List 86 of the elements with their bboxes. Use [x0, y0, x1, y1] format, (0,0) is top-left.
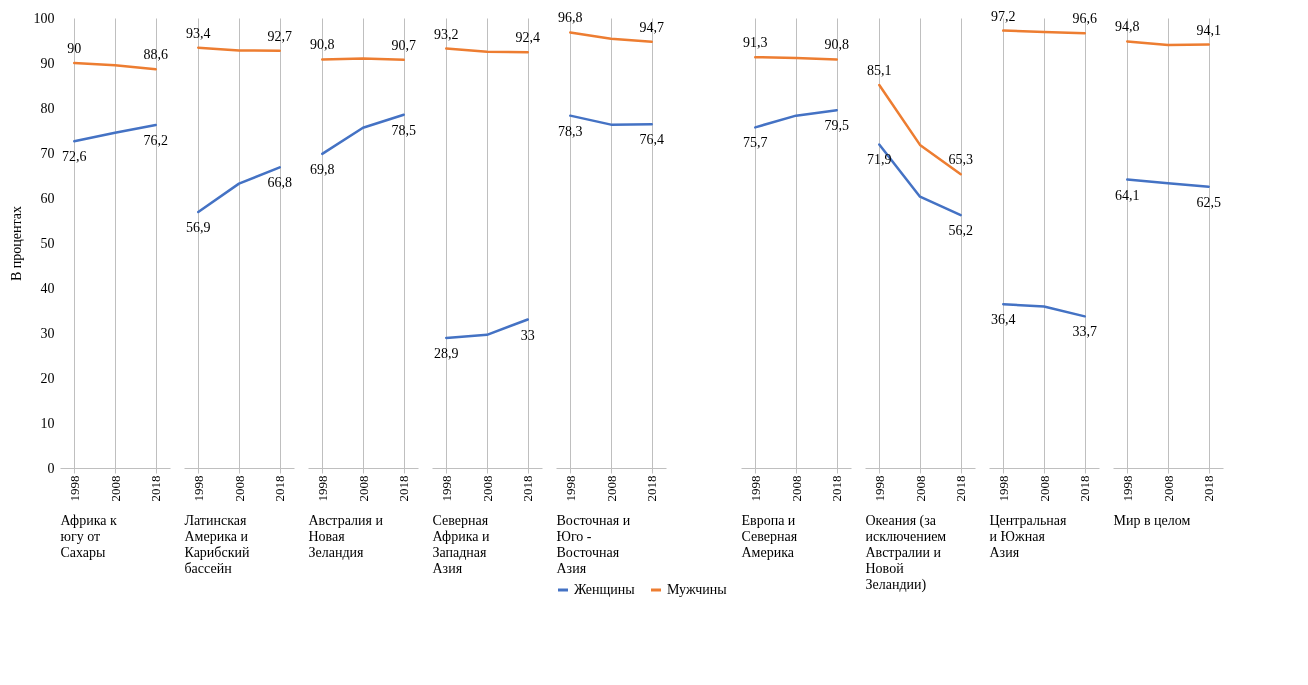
legend-label: Мужчины	[667, 582, 728, 597]
data-label: 92,7	[267, 28, 292, 44]
y-tick-label: 10	[40, 415, 55, 431]
x-tick-label: 1998	[562, 475, 578, 502]
x-axis-title: Океания (за исключением Австралии и Новой Зеландии)	[865, 512, 947, 593]
x-tick-label: 2018	[1201, 475, 1217, 502]
x-axis-title: Латинская Америка и Карибский бассейн	[184, 512, 250, 576]
y-tick-label: 80	[40, 100, 55, 116]
x-axis-title: Центральная и Южная Азия	[989, 512, 1068, 560]
data-label: 36,4	[991, 312, 1016, 328]
data-label: 78,3	[558, 123, 583, 139]
data-label: 94,1	[1196, 22, 1221, 38]
x-tick-label: 1998	[1119, 475, 1135, 502]
x-tick-label: 2008	[1160, 475, 1176, 502]
data-label: 90,8	[824, 37, 849, 53]
data-label: 78,5	[391, 122, 416, 138]
x-tick-label: 2018	[953, 475, 969, 502]
data-label: 90	[67, 41, 82, 56]
x-tick-label: 2018	[520, 475, 536, 502]
x-tick-label: 2008	[479, 475, 495, 502]
legend-label: Женщины	[574, 582, 636, 597]
x-tick-label: 1998	[871, 475, 887, 502]
data-label: 90,8	[310, 37, 335, 53]
data-label: 56,2	[948, 223, 973, 239]
x-axis-title: Африка к югу от Сахары	[60, 512, 117, 560]
x-tick-label: 2018	[829, 475, 845, 502]
y-tick-label: 70	[40, 145, 55, 161]
data-label: 76,4	[639, 132, 664, 148]
y-tick-label: 50	[40, 235, 55, 251]
x-axis-title: Северная Африка и Западная Азия	[432, 512, 490, 576]
data-label: 62,5	[1196, 194, 1221, 210]
x-tick-label: 2018	[272, 475, 288, 502]
x-tick-label: 1998	[190, 475, 206, 502]
x-tick-label: 2008	[107, 475, 123, 502]
data-label: 91,3	[743, 35, 768, 51]
y-tick-label: 20	[40, 370, 55, 386]
data-label: 75,7	[743, 135, 768, 151]
x-tick-label: 1998	[995, 475, 1011, 502]
y-tick-label: 90	[40, 55, 55, 71]
data-label: 56,9	[186, 219, 211, 235]
x-tick-label: 1998	[314, 475, 330, 502]
x-tick-label: 2008	[912, 475, 928, 502]
data-label: 69,8	[310, 161, 335, 177]
x-tick-label: 2018	[1077, 475, 1093, 502]
data-label: 65,3	[948, 152, 973, 168]
data-label: 97,2	[991, 8, 1016, 24]
x-tick-label: 1998	[66, 475, 82, 502]
data-label: 94,7	[639, 19, 664, 35]
x-tick-label: 2008	[231, 475, 247, 502]
y-axis-title: В процентах	[8, 205, 24, 282]
data-label: 71,9	[867, 152, 892, 168]
data-label: 92,4	[515, 30, 540, 46]
x-tick-label: 2018	[396, 475, 412, 502]
data-label: 88,6	[143, 47, 168, 63]
x-tick-label: 2018	[644, 475, 660, 502]
x-tick-label: 2008	[603, 475, 619, 502]
data-label: 93,4	[186, 25, 211, 41]
data-label: 94,8	[1115, 19, 1140, 35]
data-label: 85,1	[867, 63, 892, 79]
data-label: 76,2	[143, 133, 168, 149]
x-axis-title: Австралия и Новая Зеландия	[308, 512, 384, 560]
data-label: 33,7	[1072, 324, 1097, 340]
y-tick-label: 60	[40, 190, 55, 206]
data-label: 64,1	[1115, 187, 1140, 203]
x-axis-title: Европа и Северная Америка	[741, 512, 798, 560]
x-tick-label: 2008	[1036, 475, 1052, 502]
data-label: 33	[520, 327, 535, 343]
x-tick-label: 1998	[747, 475, 763, 502]
data-label: 72,6	[62, 149, 87, 165]
data-label: 93,2	[434, 26, 459, 42]
y-tick-label: 30	[40, 325, 55, 341]
x-tick-label: 2018	[148, 475, 164, 502]
y-tick-label: 40	[40, 280, 55, 296]
data-label: 96,6	[1072, 11, 1097, 27]
x-tick-label: 2008	[788, 475, 804, 502]
data-label: 96,8	[558, 10, 583, 26]
data-label: 79,5	[824, 118, 849, 134]
x-axis-title: Восточная и Юго - Восточная Азия	[556, 512, 631, 576]
data-label: 28,9	[434, 345, 459, 361]
x-tick-label: 2008	[355, 475, 371, 502]
y-tick-label: 0	[47, 460, 55, 476]
y-tick-label: 100	[33, 10, 55, 26]
data-label: 90,7	[391, 37, 416, 53]
data-label: 66,8	[267, 175, 292, 191]
x-axis-title: Мир в целом	[1113, 512, 1191, 528]
x-tick-label: 1998	[438, 475, 454, 502]
